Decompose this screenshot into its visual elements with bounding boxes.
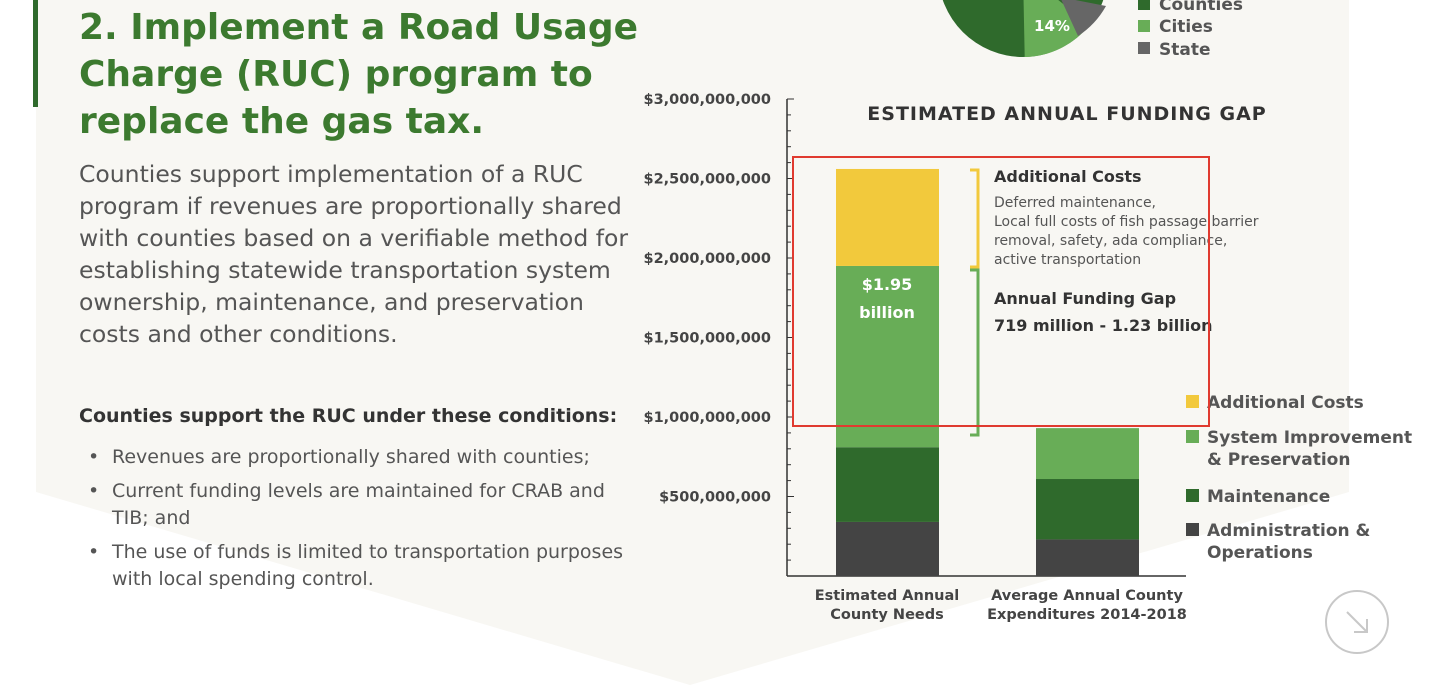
annotation-additional-line: Local full costs of fish passage barrier [994,214,1259,230]
bracket-funding-gap [970,268,980,437]
bar-segment [1036,539,1139,576]
x-tick-label: Average Annual County [991,588,1183,604]
conditions-list: • Revenues are proportionally shared with… [79,444,639,600]
stack-legend: Additional Costs System Improvement & Pr… [1186,393,1412,563]
bars [836,168,1139,576]
bar-segment [1036,479,1139,540]
legend-swatch-maintenance [1186,489,1199,502]
annotation-gap-title: Annual Funding Gap [994,289,1176,308]
y-tick-label: $3,000,000,000 [643,92,771,108]
legend-swatch-cities [1138,20,1150,32]
condition-item: • Revenues are proportionally shared with… [79,444,639,472]
bar-segment [836,168,939,266]
bullet-icon: • [88,540,100,563]
intro-paragraph: Counties support implementation of a RUC… [79,160,629,348]
legend-label-maintenance: Maintenance [1207,487,1330,507]
legend-swatch-system-improvement [1186,430,1199,443]
bar-segment [836,265,939,448]
annotation-additional-line: active transportation [994,252,1141,268]
bullet-icon: • [88,446,100,468]
highlight-box [792,156,1210,427]
legend-label-administration: Operations [1207,543,1313,563]
scroll-down-button[interactable] [1325,590,1389,654]
x-tick-label: Expenditures 2014-2018 [987,607,1187,623]
condition-item: • Current funding levels are maintained f… [79,478,639,533]
legend-label-state: State [1159,40,1211,60]
annotation-gap-range: 719 million - 1.23 billion [994,316,1213,335]
legend-label-cities: Cities [1159,17,1213,37]
condition-item: • The use of funds is limited to transpor… [79,539,639,594]
y-tick-label: $2,500,000,000 [643,172,771,188]
bracket-additional-costs [970,168,980,269]
y-tick-label: $1,500,000,000 [643,331,771,347]
x-tick-label: County Needs [830,607,944,623]
y-tick-label: $500,000,000 [659,490,771,506]
pie-slice-state [1061,0,1106,36]
x-tick-label: Estimated Annual [815,588,959,604]
condition-text: The use of funds is limited to transport… [112,540,624,591]
annotation-additional-title: Additional Costs [994,167,1142,186]
bar-segment [836,521,939,576]
bar-segment [836,447,939,522]
section-accent-bar [33,0,38,107]
legend-swatch-counties [1138,0,1150,10]
annotation-additional-line: removal, safety, ada compliance, [994,233,1227,249]
y-tick-label: $1,000,000,000 [643,410,771,426]
condition-text: Revenues are proportionally shared with … [112,446,590,468]
ownership-pie-chart: 14% [942,0,1106,57]
legend-swatch-additional-costs [1186,395,1199,408]
y-axis: $500,000,000 $1,000,000,000 $1,500,000,000… [643,92,1186,577]
legend-label-system-improvement: System Improvement [1207,428,1412,448]
chart-title: ESTIMATED ANNUAL FUNDING GAP [867,103,1266,125]
bar-value-label: $1.95 [862,275,913,294]
section-heading: 2. Implement a Road Usage Charge (RUC) p… [79,7,639,142]
conditions-heading: Counties support the RUC under these con… [79,405,618,427]
annotation-additional-line: Deferred maintenance, [994,195,1156,211]
legend-label-counties: Counties [1159,0,1243,15]
pie-label-cities: 14% [1034,17,1070,35]
pie-legend: Counties Cities State [1138,0,1243,60]
legend-swatch-state [1138,42,1150,54]
legend-label-additional-costs: Additional Costs [1207,393,1364,413]
condition-text: Current funding levels are maintained fo… [112,479,605,530]
legend-swatch-administration [1186,523,1199,536]
bar-value-label-unit: billion [859,303,915,322]
legend-label-system-improvement: & Preservation [1207,450,1350,470]
y-tick-label: $2,000,000,000 [643,251,771,267]
bar-segment [1036,428,1139,480]
legend-label-administration: Administration & [1207,521,1371,541]
arrow-down-right-icon [1346,611,1368,633]
bullet-icon: • [88,479,100,502]
